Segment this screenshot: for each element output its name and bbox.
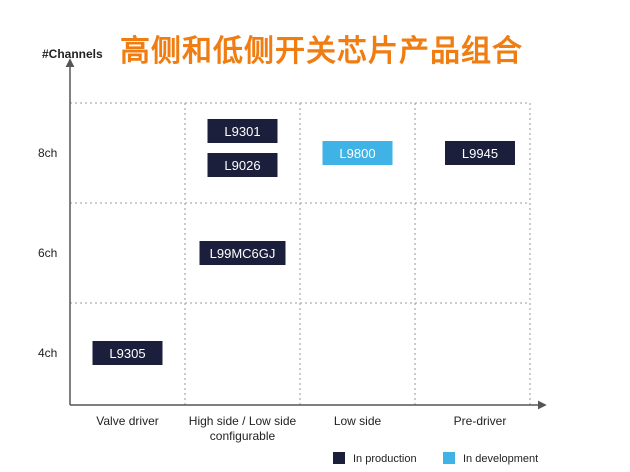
y-tick-label: 4ch [38, 346, 57, 360]
product-chip-box [199, 241, 286, 265]
legend-label: In production [353, 453, 417, 465]
product-chip-box [322, 141, 393, 165]
legend-swatch [333, 452, 345, 464]
product-chip-label: L9305 [109, 346, 145, 361]
x-tick-label: Valve driver [96, 414, 158, 428]
product-chip-label: L9301 [224, 124, 260, 139]
product-chip: L99MC6GJ [199, 241, 286, 265]
product-chip-box [207, 153, 278, 177]
product-chip-box [445, 141, 515, 165]
x-tick-label: Pre-driver [454, 414, 507, 428]
x-tick-label: Low side [334, 414, 382, 428]
legend-item: In development [443, 452, 538, 465]
product-chip: L9305 [92, 341, 163, 365]
x-tick-label: configurable [210, 429, 276, 443]
product-chip-box [92, 341, 163, 365]
product-chip: L9800 [322, 141, 393, 165]
chart-title: 高侧和低侧开关芯片产品组合 [120, 34, 523, 69]
legend-label: In development [463, 453, 538, 465]
y-tick-label: 6ch [38, 246, 57, 260]
product-chip-label: L9026 [224, 158, 260, 173]
x-tick-label: High side / Low side [189, 414, 297, 428]
product-chip-label: L9800 [339, 146, 375, 161]
product-chip-box [207, 119, 278, 143]
product-chip: L9945 [445, 141, 515, 165]
y-axis-label: #Channels [42, 47, 103, 61]
y-tick-label: 8ch [38, 146, 57, 160]
product-chip: L9301 [207, 119, 278, 143]
legend-swatch [443, 452, 455, 464]
product-chip: L9026 [207, 153, 278, 177]
legend-item: In production [333, 452, 417, 465]
product-chip-label: L9945 [462, 146, 498, 161]
product-chip-label: L99MC6GJ [210, 246, 276, 261]
